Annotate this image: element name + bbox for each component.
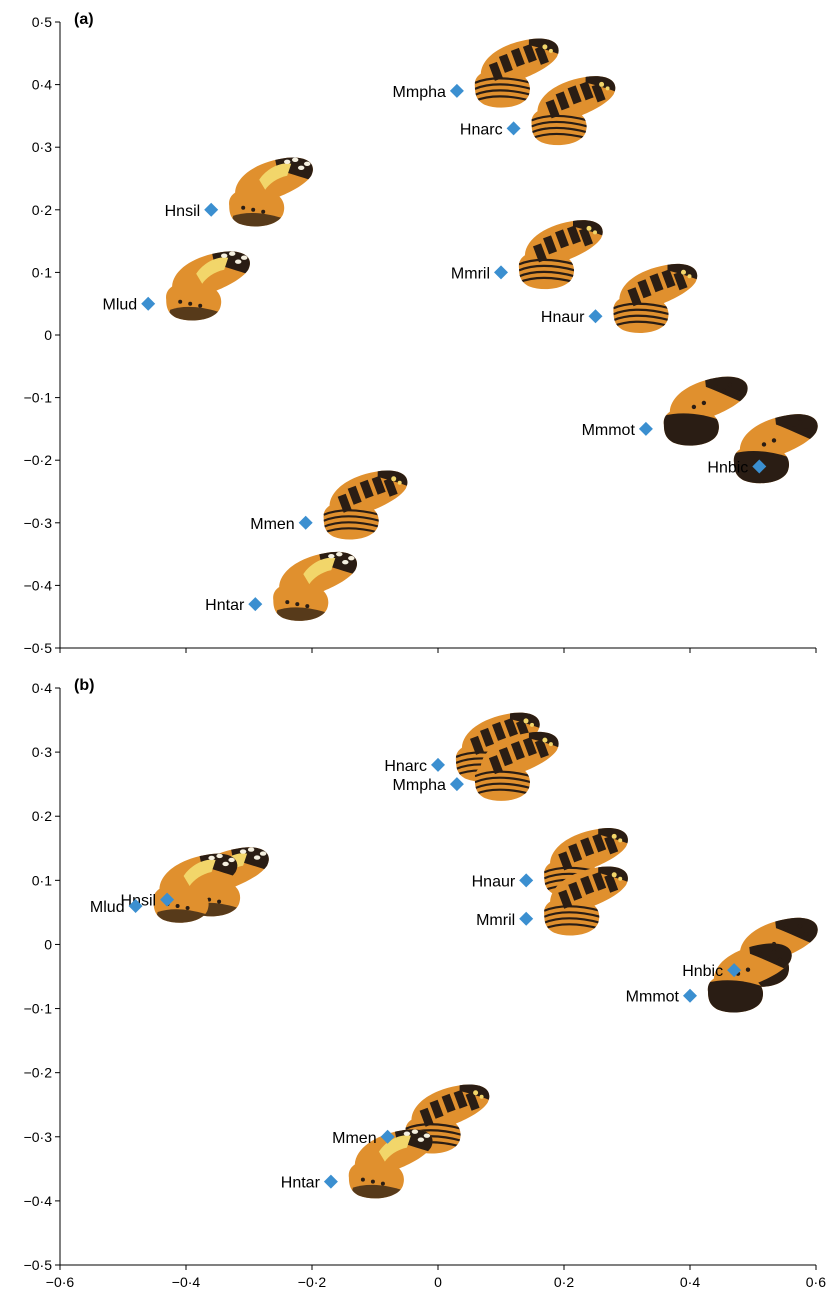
wing-image-hntar	[273, 551, 358, 621]
y-tick-label: −0·1	[24, 1001, 53, 1017]
data-point-hntar	[323, 1174, 338, 1189]
data-point-mlud	[128, 898, 143, 913]
y-tick-label: −0·3	[24, 1129, 53, 1145]
point-label-hnaur: Hnaur	[472, 873, 516, 890]
wing-image-hnsil	[229, 157, 313, 227]
data-point-mmpha	[449, 83, 464, 98]
point-label-mmril: Mmril	[451, 265, 490, 282]
point-label-hnarc: Hnarc	[460, 121, 503, 138]
y-tick-label: 0·2	[32, 202, 52, 218]
data-point-hnaur	[519, 873, 534, 888]
point-label-mmmot: Mmmot	[626, 989, 680, 1006]
data-point-hnbic	[727, 963, 742, 978]
butterfly-wing-icon	[518, 220, 603, 290]
x-tick-label: 0·2	[554, 657, 574, 660]
wing-image-hnaur	[613, 263, 698, 333]
data-point-mmmot	[683, 988, 697, 1003]
data-point-mlud	[141, 296, 156, 311]
scatter-chart-a: 0·5 0·4 0·3 0·2 0·1 0 −0·1 −0·2 −0·3 −0·4 −0·5−0·6…	[24, 11, 827, 660]
point-label-hntar: Hntar	[205, 597, 245, 614]
panel-label: (a)	[74, 11, 94, 28]
x-tick-label: −0·4	[172, 1274, 201, 1290]
point-label-mmpha: Mmpha	[393, 777, 446, 794]
point-label-hnarc: Hnarc	[384, 758, 427, 775]
butterfly-wing-icon	[153, 853, 238, 923]
x-tick-label: −0·6	[46, 657, 75, 660]
point-label-hnaur: Hnaur	[541, 309, 585, 326]
x-tick-label: −0·4	[172, 657, 201, 660]
data-point-hnsil	[204, 202, 219, 217]
x-tick-label: 0·4	[680, 1274, 700, 1290]
y-tick-label: −0·2	[24, 1065, 53, 1081]
wing-image-mlud	[166, 251, 250, 321]
wing-image-mlud	[153, 853, 238, 923]
x-tick-label: 0·6	[806, 1274, 826, 1290]
scatter-chart-b: 0·4 0·3 0·2 0·1 0 −0·1 −0·2 −0·3 −0·4 −0·5−0·6 −0·…	[24, 677, 827, 1290]
point-label-mmril: Mmril	[476, 912, 515, 929]
data-point-hnarc	[506, 121, 521, 136]
data-point-hnsil	[160, 892, 175, 907]
y-tick-label: −0·3	[24, 515, 53, 531]
wing-image-hnarc	[531, 76, 616, 146]
y-tick-label: 0·3	[32, 744, 52, 760]
point-label-hnbic: Hnbic	[682, 963, 723, 980]
data-point-hnarc	[431, 757, 445, 772]
butterfly-wing-icon	[531, 76, 616, 146]
point-label-hntar: Hntar	[281, 1175, 321, 1192]
point-label-hnbic: Hnbic	[707, 459, 748, 476]
data-point-hnaur	[588, 309, 603, 324]
y-tick-label: 0	[44, 327, 52, 343]
y-tick-label: 0·1	[32, 872, 52, 888]
butterfly-wing-icon	[613, 263, 698, 333]
y-tick-label: −0·5	[24, 640, 53, 656]
y-tick-label: 0·2	[32, 808, 52, 824]
wing-image-mmen	[323, 470, 408, 540]
data-point-mmmot	[638, 421, 653, 436]
butterfly-wing-icon	[166, 251, 250, 321]
y-tick-label: −0·2	[24, 452, 53, 468]
point-label-mmen: Mmen	[250, 516, 294, 533]
y-tick-label: 0·3	[32, 139, 52, 155]
point-label-mmpha: Mmpha	[393, 84, 446, 101]
y-tick-label: 0	[44, 936, 52, 952]
butterfly-wing-icon	[733, 414, 818, 484]
x-tick-label: −0·2	[298, 657, 327, 660]
butterfly-wing-icon	[229, 157, 313, 227]
y-tick-label: −0·4	[24, 577, 53, 593]
y-tick-label: −0·4	[24, 1193, 53, 1209]
x-tick-label: −0·6	[46, 1274, 75, 1290]
point-label-mmen: Mmen	[332, 1130, 376, 1147]
y-tick-label: −0·5	[24, 1257, 53, 1273]
data-point-mmril	[494, 265, 508, 280]
panel-label: (b)	[74, 677, 94, 694]
x-tick-label: 0	[434, 1274, 442, 1290]
point-label-mlud: Mlud	[103, 297, 138, 314]
wing-image-hnbic	[733, 414, 818, 484]
data-point-mmpha	[449, 777, 464, 792]
butterfly-wing-icon	[323, 470, 408, 540]
data-point-hntar	[248, 597, 263, 612]
wing-image-mmril	[518, 220, 603, 290]
point-label-mlud: Mlud	[90, 899, 125, 916]
y-tick-label: 0·1	[32, 264, 52, 280]
x-tick-label: 0·2	[554, 1274, 574, 1290]
x-tick-label: 0·4	[680, 657, 700, 660]
y-tick-label: 0·4	[32, 77, 52, 93]
butterfly-wing-icon	[273, 551, 358, 621]
data-point-mmen	[380, 1129, 395, 1144]
data-point-mmril	[519, 911, 534, 926]
y-tick-label: 0·5	[32, 14, 52, 30]
point-label-mmmot: Mmmot	[582, 422, 636, 439]
x-tick-label: −0·2	[298, 1274, 327, 1290]
y-tick-label: −0·1	[24, 390, 53, 406]
x-tick-label: 0	[434, 657, 442, 660]
y-tick-label: 0·4	[32, 680, 52, 696]
x-tick-label: 0·6	[806, 657, 826, 660]
data-point-hnbic	[752, 459, 767, 474]
data-point-mmen	[298, 515, 313, 530]
point-label-hnsil: Hnsil	[165, 203, 201, 220]
